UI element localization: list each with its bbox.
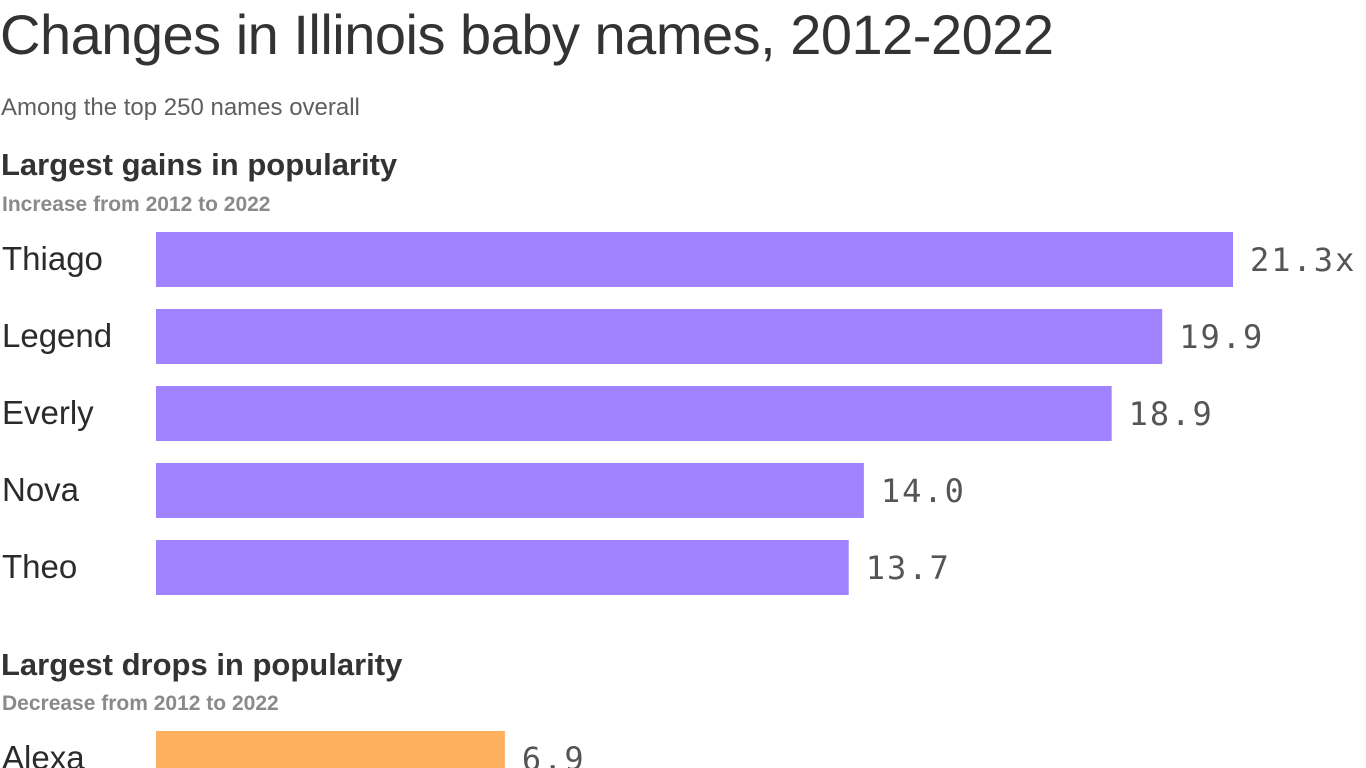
gains-category-label: Thiago [2,240,103,277]
drops-section-title: Largest drops in popularity [1,647,403,682]
gains-category-label: Legend [2,317,112,354]
drops-category-label: Alexa [2,739,85,768]
gains-bar-theo [156,540,849,595]
drops-bar-alexa [156,731,505,768]
gains-value-label: 21.3x [1250,241,1356,279]
gains-bar-chart: Thiago 21.3x Legend 19.9 Everly 18.9 Nova 14.0 T… [2,232,1356,595]
gains-value-label: 13.7 [866,549,951,587]
drops-value-label: 6.9 [522,740,586,768]
chart-subtitle: Among the top 250 names overall [1,94,360,121]
gains-section-subtitle: Increase from 2012 to 2022 [2,193,271,216]
chart-title: Changes in Illinois baby names, 2012-202… [0,3,1054,66]
drops-section-subtitle: Decrease from 2012 to 2022 [2,692,279,715]
drops-bar-chart: Alexa 6.9 [2,731,586,768]
gains-bar-nova [156,463,864,518]
gains-category-label: Everly [2,394,94,431]
gains-value-label: 14.0 [881,472,966,510]
gains-category-label: Nova [2,471,80,508]
gains-value-label: 19.9 [1179,318,1264,356]
gains-section-title: Largest gains in popularity [1,147,398,182]
gains-bar-everly [156,386,1112,441]
gains-bar-thiago [156,232,1233,287]
gains-value-label: 18.9 [1129,395,1214,433]
gains-bar-legend [156,309,1163,364]
gains-category-label: Theo [2,548,77,585]
